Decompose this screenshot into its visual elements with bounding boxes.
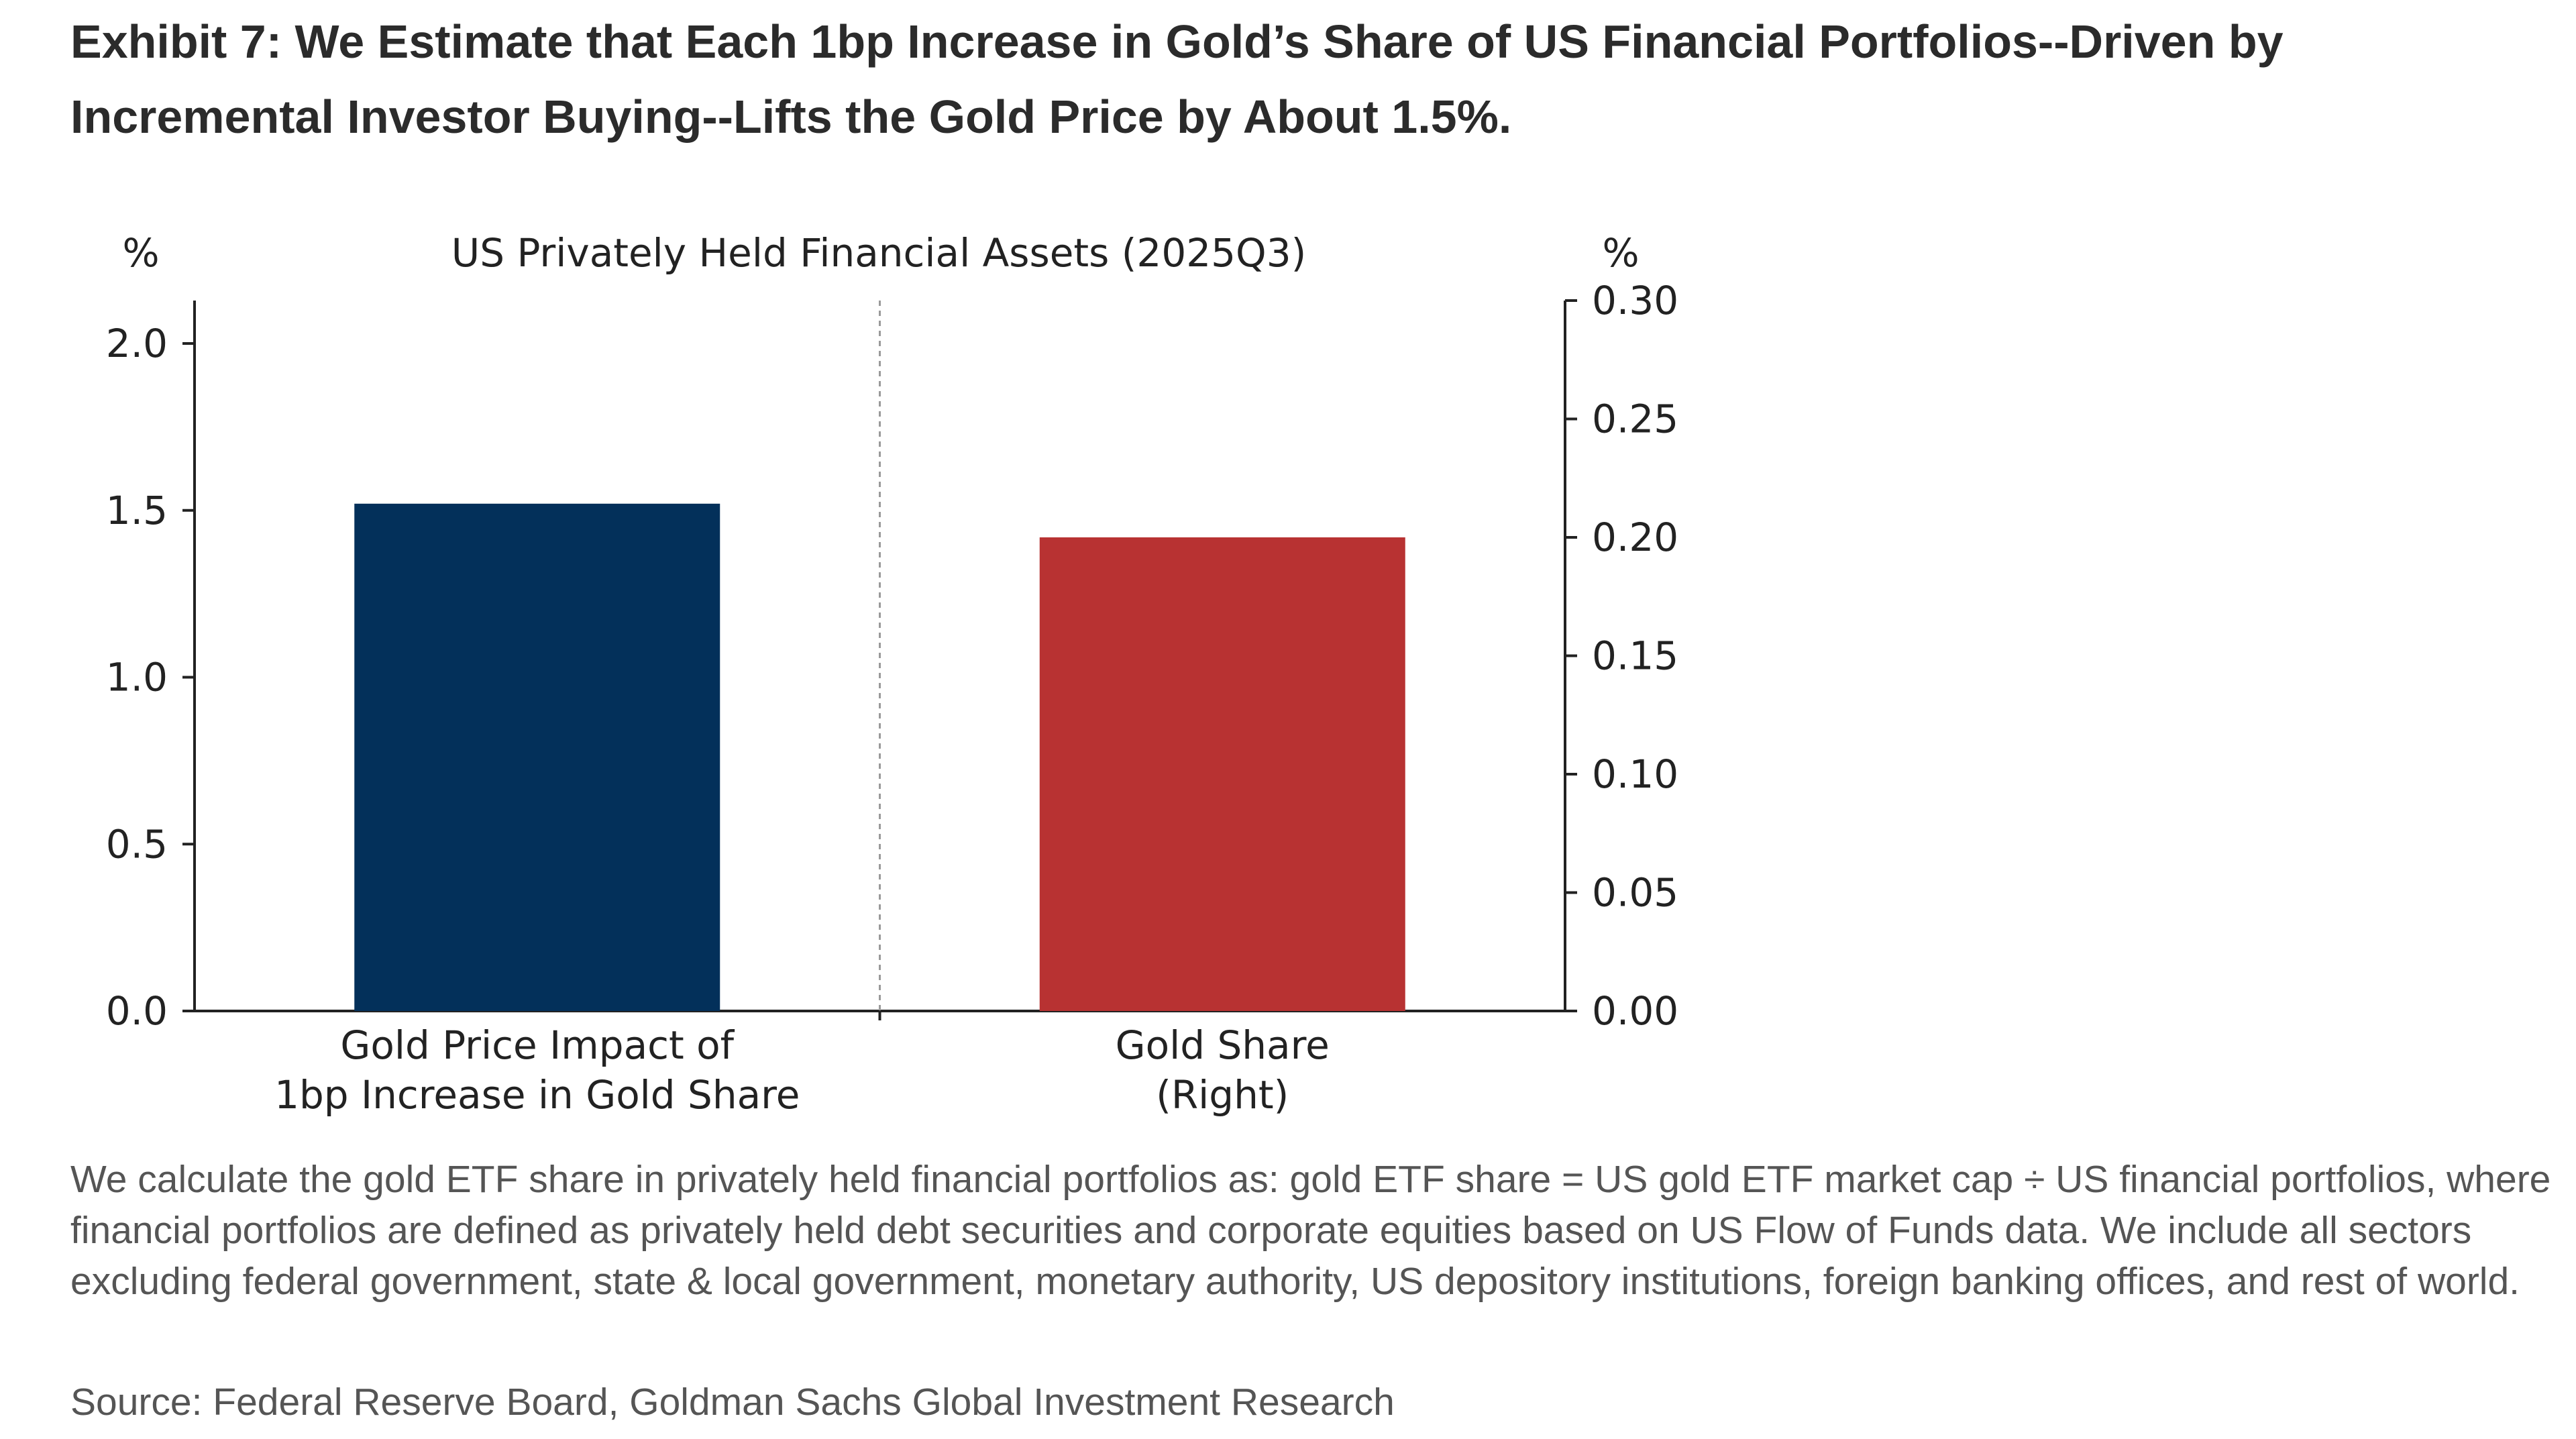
left-axis-unit-label: %	[122, 230, 159, 276]
right-axis-tick-label: 0.15	[1592, 633, 1678, 679]
left-axis-tick-label: 0.5	[106, 821, 168, 867]
x-category-label: 1bp Increase in Gold Share	[274, 1072, 800, 1118]
left-axis-tick-label: 0.0	[106, 988, 168, 1034]
x-category-label: (Right)	[1156, 1072, 1289, 1118]
x-category-label: Gold Share	[1116, 1022, 1330, 1068]
right-axis-tick-label: 0.10	[1592, 751, 1678, 797]
right-axis-unit-label: %	[1602, 230, 1639, 276]
bar-2	[1039, 537, 1405, 1011]
plot-area: 0.0 0.5 1.0 1.5 2.0 0.00 0.05 0.10 0.15 0.20 0.25 0…	[106, 278, 1678, 1118]
exhibit-title: Exhibit 7: We Estimate that Each 1bp Inc…	[70, 15, 2284, 143]
left-axis-tick-label: 1.5	[106, 488, 168, 533]
right-axis-tick-label: 0.05	[1592, 870, 1678, 916]
right-axis-tick-label: 0.30	[1592, 278, 1678, 323]
right-axis-tick-label: 0.00	[1592, 988, 1678, 1034]
source-note: Source: Federal Reserve Board, Goldman S…	[70, 1381, 1395, 1424]
chart-title: US Privately Held Financial Assets (2025…	[451, 230, 1306, 276]
bar-1	[354, 503, 720, 1011]
bar-chart: US Privately Held Financial Assets (2025…	[106, 230, 1678, 1118]
right-axis-tick-label: 0.20	[1592, 515, 1678, 560]
left-axis-tick-label: 2.0	[106, 321, 168, 366]
x-category-label: Gold Price Impact of	[340, 1022, 735, 1068]
left-axis-tick-label: 1.0	[106, 655, 168, 700]
right-axis-tick-label: 0.25	[1592, 396, 1678, 442]
chart-footnote: We calculate the gold ETF share in priva…	[70, 1158, 2551, 1303]
